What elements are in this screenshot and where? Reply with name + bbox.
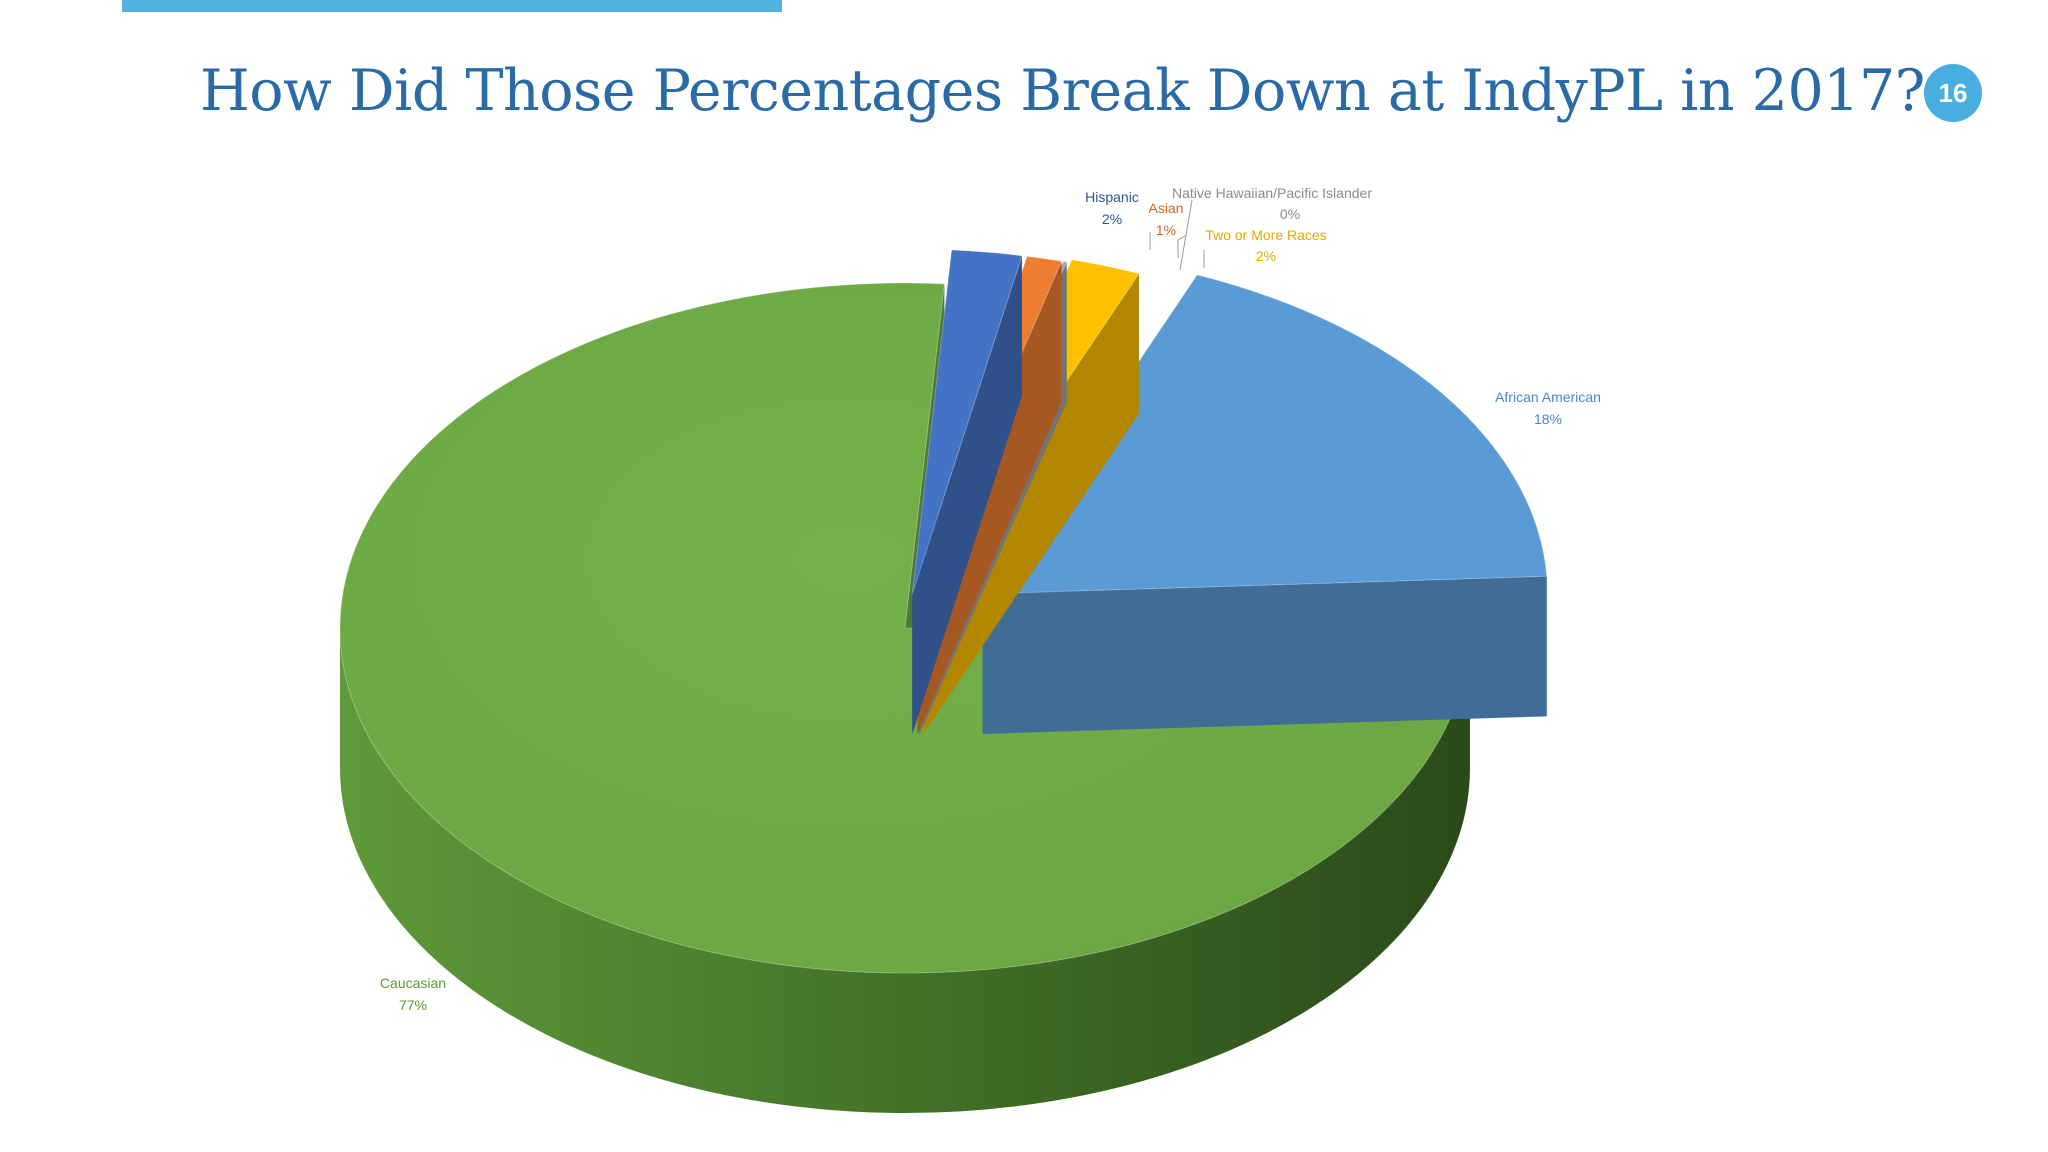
slide-number-badge: 16 (1924, 64, 1982, 122)
pie-slice-hispanic (911, 249, 1023, 735)
slice-label-caucasian: Caucasian (380, 975, 446, 991)
slice-label-native-hawaiian-pacific-islander: Native Hawaiian/Pacific Islander (1172, 185, 1372, 201)
slice-value-caucasian: 77% (399, 997, 427, 1013)
slice-value-hispanic: 2% (1102, 211, 1122, 227)
slice-label-asian: Asian (1148, 200, 1183, 216)
leader-line (1179, 199, 1193, 271)
pie-slice-african-american (981, 274, 1548, 734)
slice-value-asian: 1% (1156, 222, 1176, 238)
top-accent-bar (122, 0, 782, 12)
slice-label-hispanic: Hispanic (1085, 189, 1139, 205)
slice-value-african-american: 18% (1534, 411, 1562, 427)
slice-label-african-american: African American (1495, 389, 1601, 405)
leader-line (1177, 235, 1186, 258)
slice-value-native-hawaiian-pacific-islander: 0% (1280, 206, 1300, 222)
slice-value-two-or-more-races: 2% (1256, 248, 1276, 264)
slide-title: How Did Those Percentages Break Down at … (200, 58, 1925, 124)
slice-label-two-or-more-races: Two or More Races (1205, 227, 1326, 243)
